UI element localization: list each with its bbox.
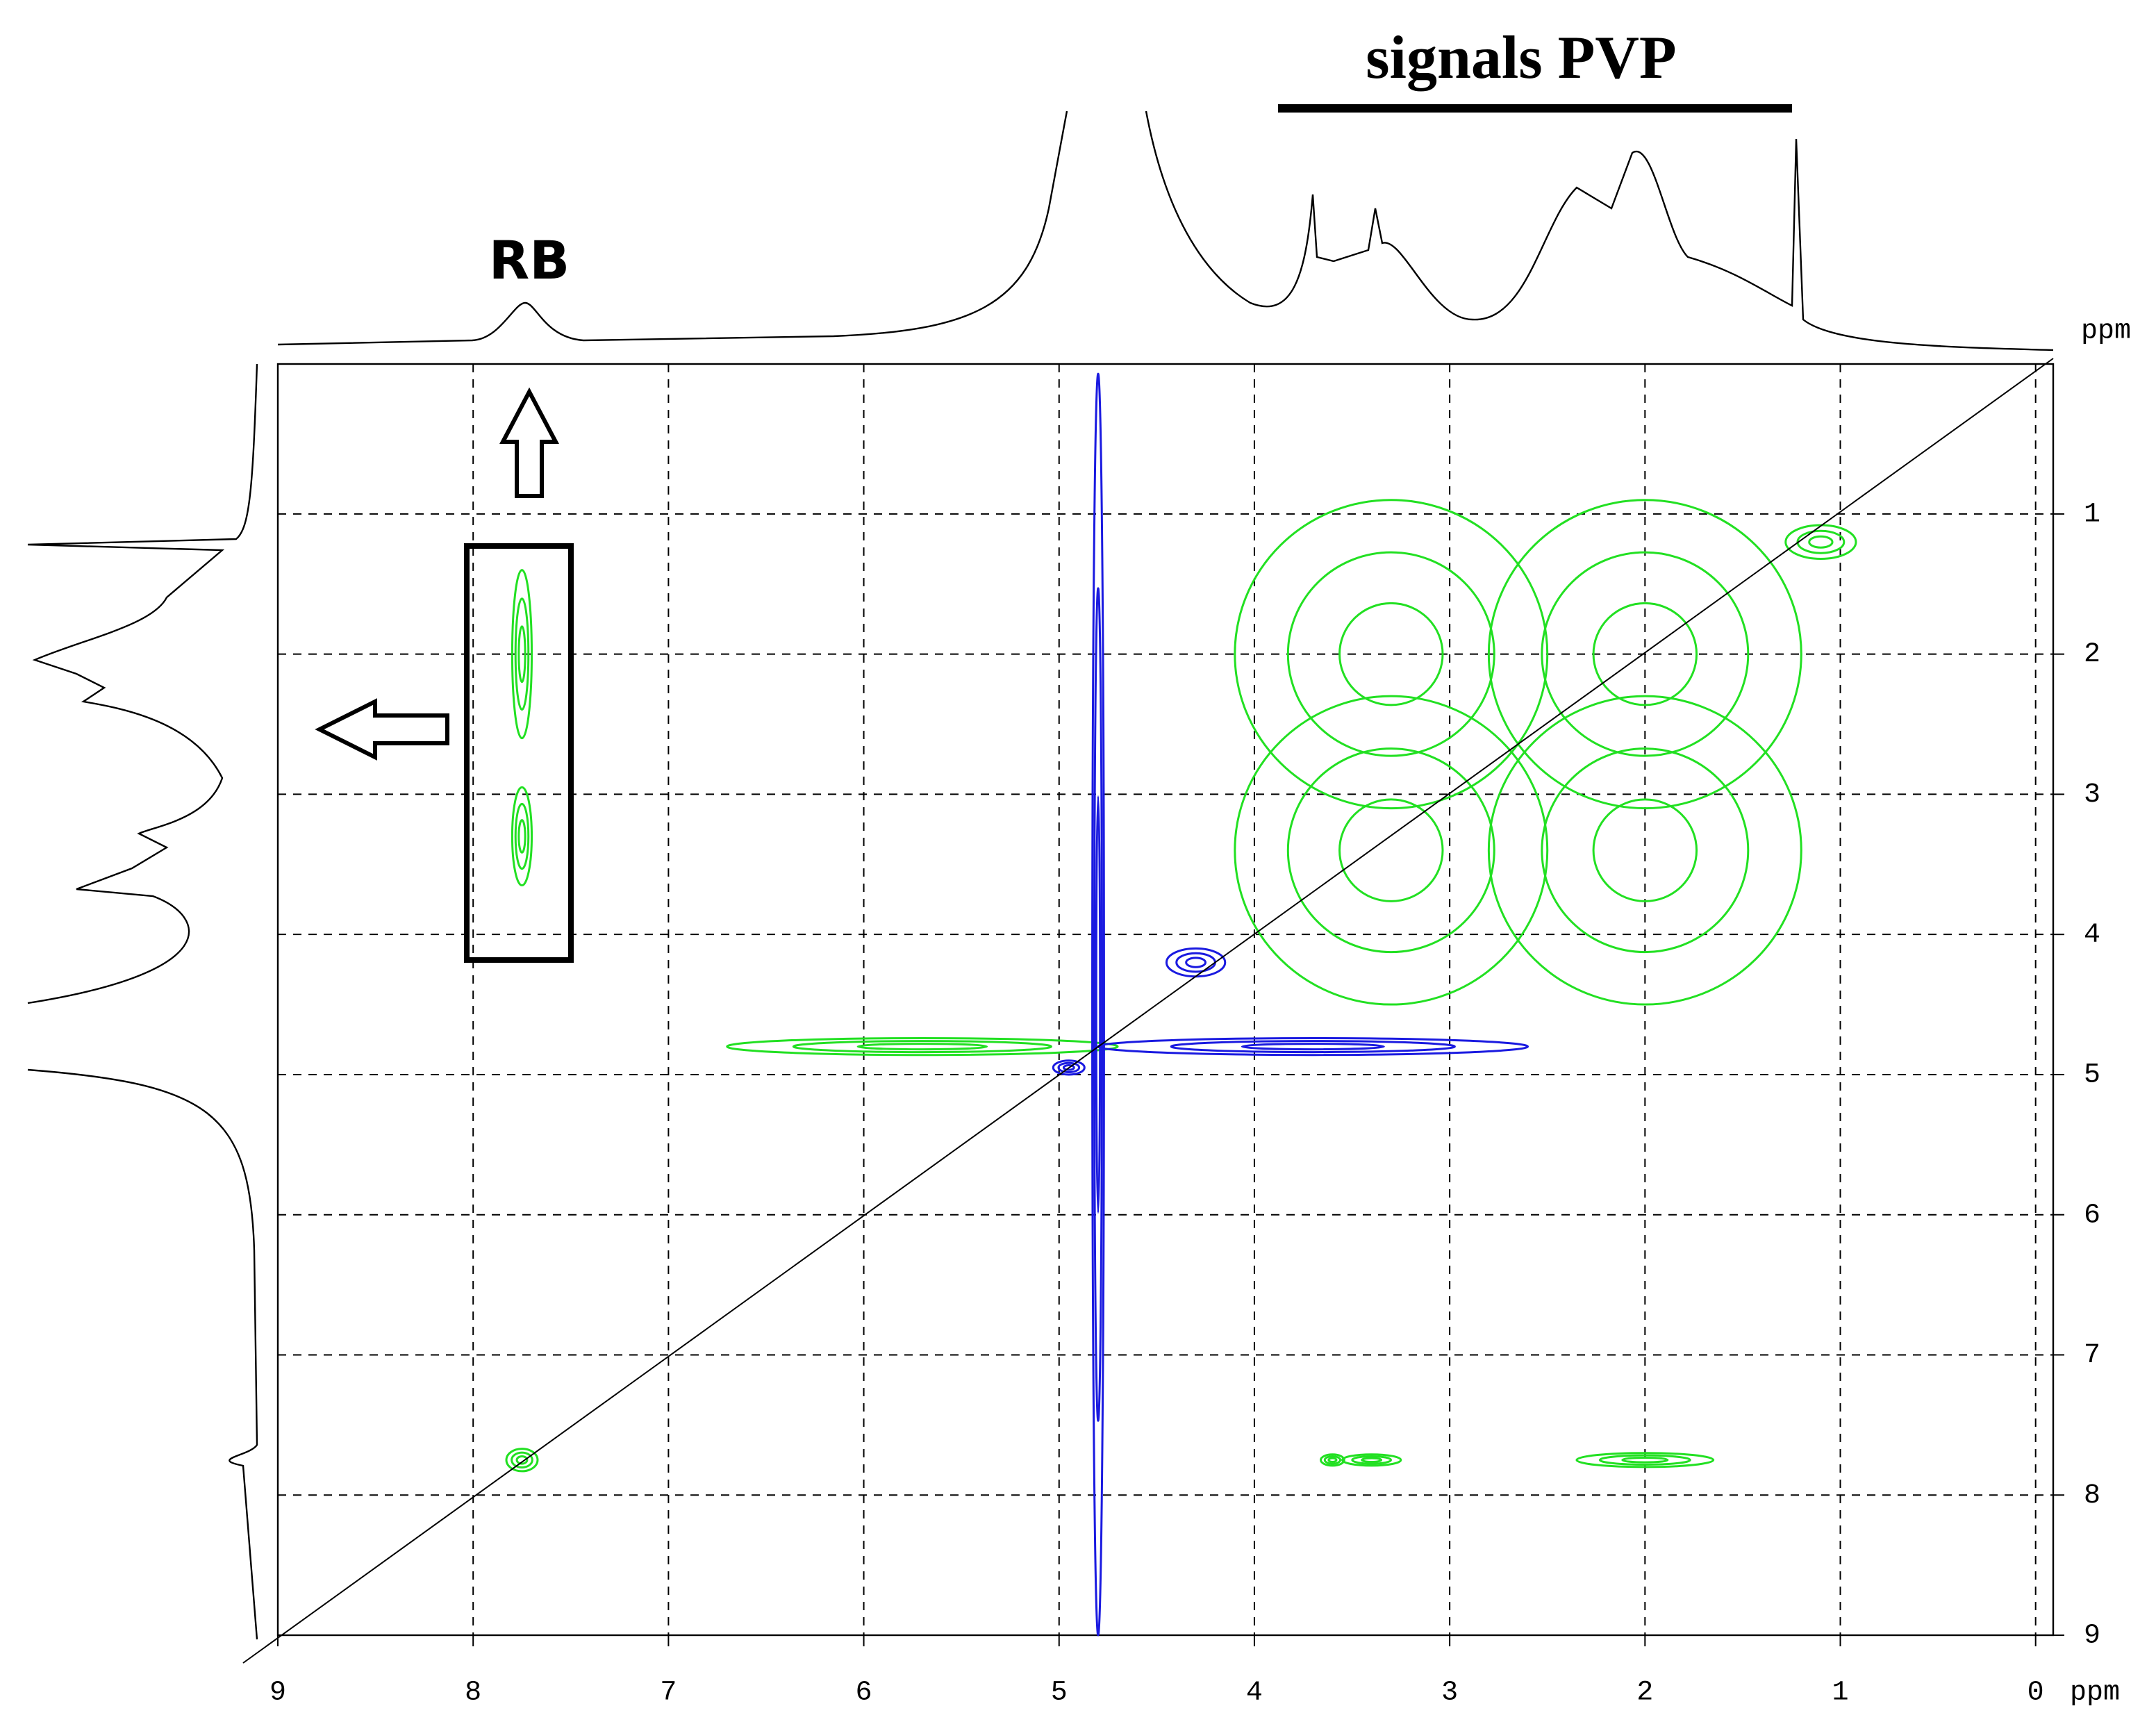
diagonal	[242, 358, 2054, 1664]
x-tick-label: 4	[1246, 1678, 1263, 1709]
y-axis-label: ppm	[2081, 316, 2131, 347]
contour-level	[1327, 1457, 1338, 1463]
contour-level	[1361, 1457, 1383, 1463]
contour-level	[1091, 372, 1105, 1637]
cross-peak	[1052, 1059, 1086, 1076]
contour-level	[1487, 695, 1802, 1006]
contour-level	[514, 597, 530, 711]
contour-level	[1808, 535, 1834, 549]
contour-level	[515, 1455, 529, 1465]
contour-level	[1592, 798, 1698, 902]
contour-level	[1286, 551, 1495, 757]
x-tick-label: 6	[856, 1678, 872, 1709]
cross-peak	[511, 786, 533, 887]
annotation: RB	[489, 229, 570, 291]
contour-level	[1234, 499, 1549, 810]
x-tick-label: 8	[465, 1678, 481, 1709]
cross-peak	[1487, 499, 1802, 810]
x-tick-label: 1	[1832, 1678, 1848, 1709]
contour-level	[1351, 1455, 1392, 1465]
cross-peak	[1487, 695, 1802, 1006]
contour-level	[726, 1036, 1119, 1057]
cross-peak	[1234, 695, 1549, 1006]
contour-level	[1592, 602, 1698, 706]
contour-level	[1341, 1453, 1402, 1467]
x-tick-label: 3	[1441, 1678, 1458, 1709]
contour-level	[1323, 1455, 1342, 1465]
contour-level	[1338, 798, 1444, 902]
contour-level	[1541, 747, 1750, 954]
contour-level	[1093, 587, 1104, 1422]
contour-level	[1052, 1059, 1086, 1076]
contour-level	[1598, 1454, 1691, 1466]
highlight-box	[464, 543, 574, 963]
y-tick-label: 8	[2084, 1480, 2100, 1512]
contour-level	[511, 569, 533, 740]
contour-level	[1621, 1456, 1669, 1464]
cross-peak	[1234, 499, 1549, 810]
x-tick-label: 9	[270, 1678, 286, 1709]
left-projection	[27, 363, 258, 1640]
y-tick-label: 2	[2084, 639, 2100, 670]
x-tick-label: 2	[1636, 1678, 1653, 1709]
contour-level	[517, 819, 526, 854]
y-tick-label: 3	[2084, 779, 2100, 811]
contour-level	[511, 786, 533, 887]
contour-level	[1170, 1040, 1456, 1054]
x-tick-label: 7	[660, 1678, 677, 1709]
contour-level	[792, 1040, 1053, 1054]
contour-level	[1575, 1452, 1715, 1468]
cross-peak	[511, 569, 533, 740]
y-tick-label: 4	[2084, 920, 2100, 951]
cross-peak	[1575, 1452, 1715, 1468]
annotation: signals PVP	[1366, 24, 1676, 92]
y-tick-label: 7	[2084, 1340, 2100, 1371]
y-tick-label: 9	[2084, 1621, 2100, 1652]
contour-level	[1241, 1043, 1385, 1051]
contour-level	[1286, 747, 1495, 954]
contour-level	[517, 625, 526, 684]
contour-level	[1320, 1453, 1345, 1467]
contour-level	[1338, 602, 1444, 706]
top-projection	[277, 110, 2054, 351]
x-tick-label: 5	[1051, 1678, 1068, 1709]
contour-level	[856, 1043, 988, 1051]
contour-level	[1062, 1064, 1075, 1071]
x-axis-label: ppm	[2070, 1678, 2120, 1709]
contour-level	[511, 1451, 533, 1468]
cross-peak	[1341, 1453, 1402, 1467]
y-tick-label: 5	[2084, 1060, 2100, 1091]
contour-level	[1057, 1061, 1081, 1074]
y-tick-label: 6	[2084, 1200, 2100, 1231]
contour-level	[1487, 499, 1802, 810]
cross-peak	[505, 1448, 539, 1473]
x-tick-label: 0	[2028, 1678, 2044, 1709]
contour-level	[514, 802, 530, 870]
cross-peak	[726, 1036, 1119, 1057]
contour-level	[1095, 795, 1102, 1214]
y-tick-label: 1	[2084, 499, 2100, 530]
contour-level	[1234, 695, 1549, 1006]
contour-level	[1541, 551, 1750, 757]
cross-peak	[1320, 1453, 1345, 1467]
contour-level	[505, 1448, 539, 1473]
cross-peak	[1091, 372, 1105, 1637]
contour-level	[1185, 957, 1207, 968]
arrow-left	[315, 698, 449, 761]
arrow-up	[499, 387, 559, 498]
